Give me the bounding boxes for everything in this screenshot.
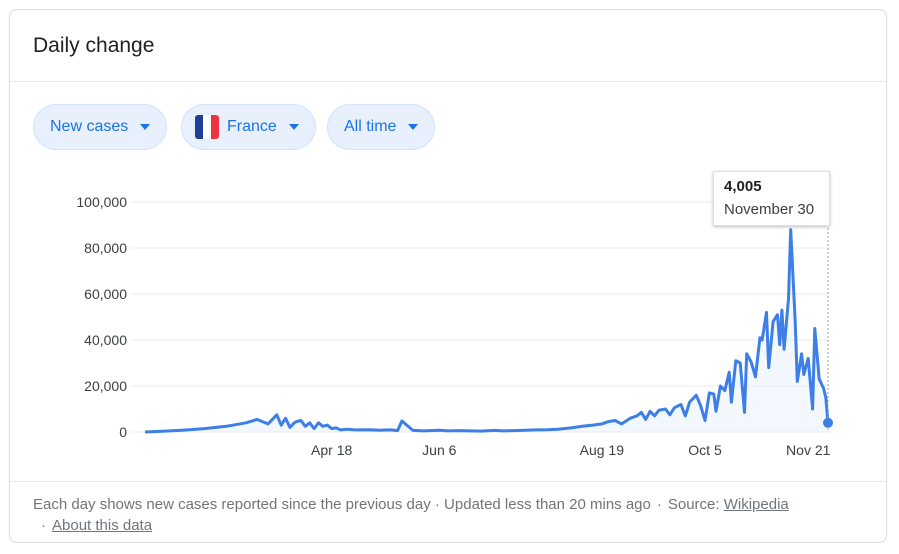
tooltip-value: 4,005 (724, 178, 762, 195)
metric-dropdown[interactable]: New cases (33, 104, 168, 150)
chart-tooltip: 4,005 November 30 (713, 171, 830, 226)
wikipedia-link[interactable]: Wikipedia (723, 496, 789, 513)
header-divider (10, 81, 886, 82)
source-label: Source: (667, 496, 720, 513)
y-tick-label: 80,000 (84, 240, 127, 256)
range-dropdown[interactable]: All time (327, 104, 436, 150)
y-tick-label: 20,000 (84, 378, 127, 394)
footer-separator: · (41, 517, 46, 534)
footer-divider (10, 481, 886, 482)
france-flag-icon (195, 115, 219, 139)
x-tick-label: Oct 5 (688, 442, 722, 458)
hover-point (823, 417, 833, 428)
y-tick-label: 60,000 (84, 286, 127, 302)
footer-note: Each day shows new cases reported since … (33, 494, 863, 536)
y-tick-label: 0 (119, 424, 127, 440)
dropdown-arrow-icon (288, 124, 299, 130)
x-tick-label: Jun 6 (422, 442, 456, 458)
country-dropdown[interactable]: France (181, 104, 316, 150)
metric-dropdown-label: New cases (50, 118, 129, 135)
x-tick-label: Apr 18 (311, 442, 352, 458)
card-title: Daily change (33, 34, 155, 57)
series-area (145, 229, 828, 432)
y-tick-label: 100,000 (76, 194, 127, 210)
country-dropdown-label: France (227, 118, 277, 135)
series-line (144, 228, 830, 434)
x-tick-label: Aug 19 (580, 442, 625, 458)
x-tick-label: Nov 21 (786, 442, 831, 458)
dropdown-arrow-icon (140, 124, 151, 130)
range-dropdown-label: All time (344, 118, 397, 135)
footer-separator: · (656, 496, 662, 513)
footer-description: Each day shows new cases reported since … (33, 496, 651, 513)
y-tick-label: 40,000 (84, 332, 127, 348)
dropdown-arrow-icon (408, 124, 419, 130)
tooltip-date: November 30 (724, 201, 815, 218)
daily-change-card: Daily change New cases France All time 0… (9, 9, 887, 543)
about-data-link[interactable]: About this data (52, 517, 153, 534)
